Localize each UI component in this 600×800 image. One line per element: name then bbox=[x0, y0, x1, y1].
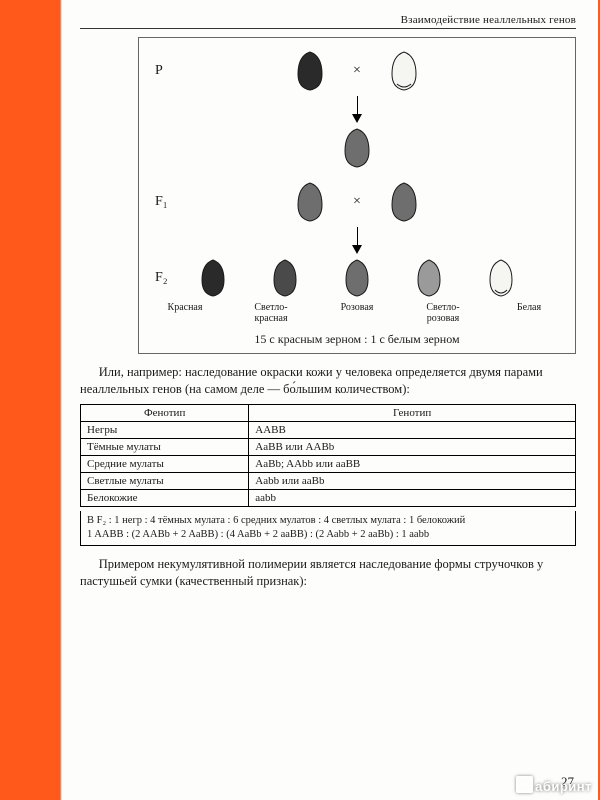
seed-f2-pink bbox=[341, 258, 373, 298]
watermark-text: абиринт bbox=[535, 779, 592, 794]
table-row: Тёмные мулатыAaBB или AABb bbox=[81, 438, 576, 455]
seed-f2-red bbox=[197, 258, 229, 298]
seed-label: Белая bbox=[493, 302, 565, 324]
f2-line: В F₂ : 1 негр : 4 тёмных мулата : 6 сред… bbox=[87, 514, 569, 528]
generation-label-p: P bbox=[155, 63, 163, 79]
table-row: НегрыAABB bbox=[81, 421, 576, 438]
seed-label: Розовая bbox=[321, 302, 393, 324]
ratio-caption: 15 с красным зерном : 1 с белым зерном bbox=[145, 332, 569, 347]
cross-symbol: × bbox=[353, 194, 361, 210]
labirint-logo-icon bbox=[516, 776, 533, 793]
seed-label: Светло- красная bbox=[235, 302, 307, 324]
seed-f1-single bbox=[340, 127, 374, 169]
paragraph-intro: Или, например: наследование окраски кожи… bbox=[80, 364, 576, 398]
book-page: Взаимодействие неаллельных генов P × F₁ bbox=[62, 0, 598, 800]
inheritance-diagram: P × F₁ × bbox=[138, 37, 576, 354]
seed-f1-right bbox=[387, 181, 421, 223]
seed-red-parent bbox=[293, 50, 327, 92]
f2-phenotype-labels: Красная Светло- красная Розовая Светло- … bbox=[145, 302, 569, 324]
table-row: Светлые мулатыAabb или aaBb bbox=[81, 472, 576, 489]
f2-line: 1 AABB : (2 AABb + 2 AaBB) : (4 AaBb + 2… bbox=[87, 528, 569, 542]
seed-f1-left bbox=[293, 181, 327, 223]
phenotype-genotype-table: Фенотип Генотип НегрыAABB Тёмные мулатыA… bbox=[80, 404, 576, 507]
cross-symbol: × bbox=[353, 63, 361, 79]
f2-ratio-box: В F₂ : 1 негр : 4 тёмных мулата : 6 сред… bbox=[80, 511, 576, 546]
arrow-down-icon bbox=[352, 114, 362, 123]
table-row: Белокожиеaabb bbox=[81, 489, 576, 506]
generation-label-f1: F₁ bbox=[155, 194, 168, 210]
seed-label: Красная bbox=[149, 302, 221, 324]
table-header: Фенотип bbox=[81, 404, 249, 421]
running-header: Взаимодействие неаллельных генов bbox=[80, 14, 576, 29]
seed-white-parent bbox=[387, 50, 421, 92]
seed-f2-lightpink bbox=[413, 258, 445, 298]
seed-f2-lightred bbox=[269, 258, 301, 298]
paragraph-outro: Примером некумулятивной полимерии являет… bbox=[80, 556, 576, 590]
generation-label-f2: F₂ bbox=[155, 270, 168, 286]
seed-label: Светло- розовая bbox=[407, 302, 479, 324]
arrow-down-icon bbox=[352, 245, 362, 254]
table-row: Средние мулатыAaBb; AAbb или aaBB bbox=[81, 455, 576, 472]
labirint-watermark: абиринт bbox=[516, 776, 592, 794]
seed-f2-white bbox=[485, 258, 517, 298]
table-header: Генотип bbox=[249, 404, 576, 421]
